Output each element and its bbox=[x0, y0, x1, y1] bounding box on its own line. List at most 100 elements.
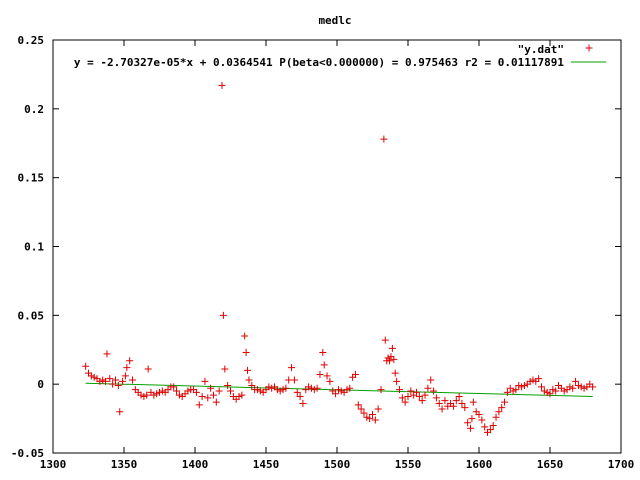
data-point bbox=[219, 311, 227, 319]
legend-swatch-points bbox=[585, 44, 593, 52]
data-point bbox=[102, 377, 110, 385]
data-point bbox=[242, 349, 250, 357]
data-point bbox=[140, 393, 148, 401]
data-point bbox=[458, 399, 466, 407]
data-point bbox=[569, 384, 577, 392]
data-point bbox=[310, 386, 318, 394]
data-point bbox=[238, 391, 246, 399]
data-point bbox=[560, 387, 568, 395]
legend-label-fit: y = -2.70327e-05*x + 0.0364541 P(beta<0.… bbox=[74, 56, 564, 69]
data-point bbox=[227, 387, 234, 395]
data-point bbox=[549, 386, 557, 394]
data-point bbox=[413, 388, 421, 396]
data-point bbox=[398, 394, 406, 402]
y-tick-label: 0 bbox=[37, 378, 44, 391]
y-tick-label: -0.05 bbox=[11, 447, 44, 460]
x-tick-label: 1350 bbox=[111, 458, 138, 471]
data-point bbox=[535, 375, 543, 383]
data-point bbox=[129, 376, 137, 384]
axes: 1300 1350 1400 1450 1500 1550 1600 1650 1700 -0.0… bbox=[11, 34, 634, 471]
data-point bbox=[466, 424, 474, 432]
data-point bbox=[421, 391, 429, 399]
data-point bbox=[253, 386, 261, 394]
data-point bbox=[215, 387, 223, 395]
series-y-dat bbox=[82, 81, 597, 436]
data-point bbox=[299, 399, 307, 407]
data-point bbox=[520, 382, 528, 390]
data-point bbox=[282, 384, 290, 392]
data-point bbox=[546, 390, 554, 398]
data-point bbox=[245, 376, 253, 384]
data-point bbox=[158, 387, 166, 395]
data-point bbox=[438, 405, 446, 413]
data-point bbox=[529, 376, 537, 384]
y-tick-label: 0.2 bbox=[24, 103, 44, 116]
data-point bbox=[268, 384, 276, 392]
data-point bbox=[580, 384, 588, 392]
legend-label-points: "y.dat" bbox=[518, 43, 564, 56]
data-point bbox=[106, 375, 114, 383]
data-point bbox=[195, 401, 203, 409]
data-point bbox=[209, 391, 217, 399]
data-point bbox=[489, 421, 497, 429]
data-point bbox=[87, 372, 95, 380]
data-point bbox=[393, 377, 401, 385]
data-point bbox=[391, 369, 399, 377]
data-point bbox=[99, 376, 107, 384]
data-point bbox=[175, 391, 183, 399]
data-point bbox=[381, 336, 389, 344]
data-point bbox=[401, 398, 409, 406]
data-point bbox=[204, 394, 212, 402]
data-point bbox=[244, 366, 252, 374]
data-point bbox=[509, 387, 517, 395]
data-point bbox=[316, 371, 324, 379]
data-point bbox=[103, 350, 111, 358]
data-point bbox=[377, 386, 385, 394]
y-tick-label: 0.05 bbox=[18, 309, 45, 322]
data-point bbox=[390, 355, 398, 363]
x-tick-label: 1450 bbox=[253, 458, 280, 471]
data-point bbox=[143, 391, 151, 399]
data-point bbox=[395, 386, 403, 394]
data-point bbox=[276, 387, 284, 395]
data-point bbox=[288, 364, 296, 372]
data-point bbox=[173, 387, 181, 395]
data-point bbox=[503, 388, 511, 396]
data-point bbox=[441, 397, 449, 405]
data-point bbox=[279, 386, 287, 394]
data-point bbox=[501, 398, 509, 406]
data-point bbox=[498, 404, 506, 412]
data-point bbox=[464, 419, 472, 427]
data-point bbox=[512, 386, 520, 394]
data-point bbox=[424, 384, 432, 392]
data-point bbox=[354, 401, 362, 409]
data-point bbox=[116, 408, 124, 416]
data-point bbox=[537, 383, 545, 391]
data-point bbox=[82, 362, 90, 370]
data-point bbox=[201, 377, 209, 385]
x-tick-label: 1400 bbox=[182, 458, 209, 471]
data-point bbox=[574, 382, 582, 390]
data-point bbox=[170, 383, 178, 391]
x-tick-label: 1550 bbox=[395, 458, 422, 471]
data-point bbox=[293, 388, 301, 396]
x-tick-label: 1650 bbox=[537, 458, 564, 471]
x-tick-label: 1700 bbox=[608, 458, 635, 471]
data-point bbox=[461, 404, 469, 412]
chart-title: medlc bbox=[318, 14, 351, 27]
data-point bbox=[481, 423, 489, 431]
data-point bbox=[357, 405, 365, 413]
data-point bbox=[248, 382, 256, 390]
x-tick-label: 1500 bbox=[324, 458, 351, 471]
data-point bbox=[478, 416, 486, 424]
data-point bbox=[386, 357, 394, 365]
data-point bbox=[366, 415, 374, 423]
data-point bbox=[452, 397, 460, 405]
data-point bbox=[290, 376, 298, 384]
data-point bbox=[198, 393, 206, 401]
data-point bbox=[332, 390, 340, 398]
data-point bbox=[235, 393, 243, 401]
data-point bbox=[469, 398, 477, 406]
data-point bbox=[380, 135, 388, 143]
data-point bbox=[153, 390, 161, 398]
